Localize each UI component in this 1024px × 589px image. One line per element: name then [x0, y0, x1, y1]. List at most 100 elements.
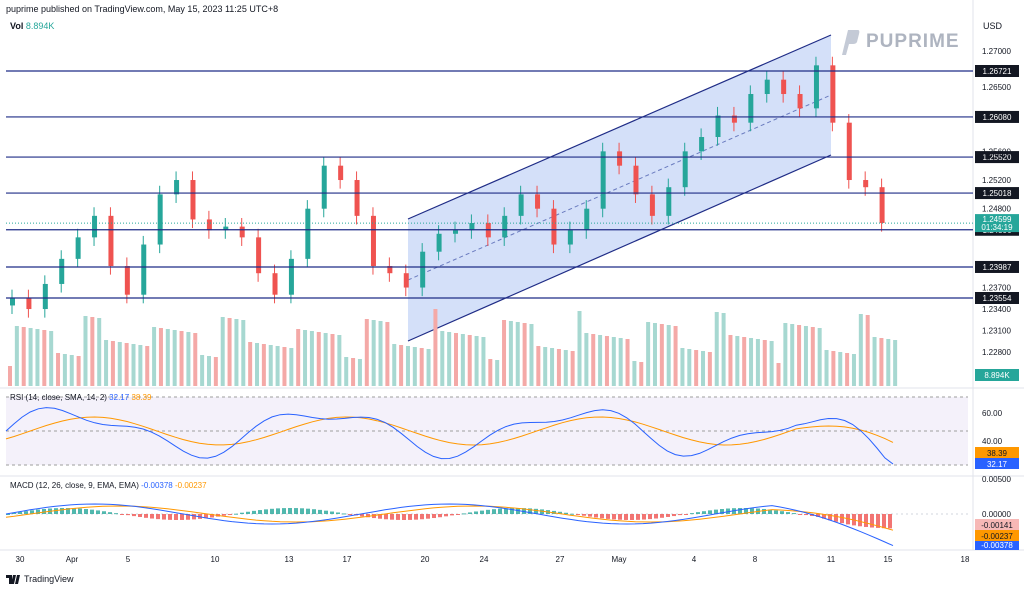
- time-axis-tick: 15: [884, 555, 893, 564]
- candle: [239, 226, 245, 238]
- volume-bar: [570, 351, 575, 386]
- macd-histogram-bar: [60, 508, 64, 514]
- macd-histogram-bar: [570, 513, 574, 515]
- volume-bar: [200, 355, 205, 386]
- macd-histogram-bar: [780, 511, 784, 514]
- volume-bar: [687, 349, 692, 386]
- macd-histogram-bar: [648, 514, 652, 520]
- volume-bar: [838, 352, 843, 386]
- macd-histogram-bar: [192, 514, 196, 520]
- macd-histogram-bar: [312, 509, 316, 514]
- tradingview-footer[interactable]: TradingView: [6, 574, 74, 584]
- volume-bar: [618, 338, 623, 386]
- candle: [10, 298, 15, 306]
- volume-bar: [275, 346, 280, 386]
- volume-bar: [179, 331, 184, 386]
- macd-histogram-bar: [564, 512, 568, 514]
- volume-bar: [563, 350, 568, 386]
- candle: [518, 194, 524, 216]
- volume-bar: [673, 326, 678, 386]
- macd-histogram-bar: [30, 510, 34, 514]
- volume-bar: [83, 316, 88, 386]
- macd-histogram-bar: [300, 508, 304, 514]
- price-level-label: 1.23987: [983, 263, 1012, 272]
- macd-histogram-bar: [228, 514, 232, 515]
- volume-bar: [652, 323, 657, 386]
- macd-histogram-bar: [6, 514, 10, 515]
- macd-histogram-bar: [606, 514, 610, 519]
- price-axis-tick: 1.23100: [982, 327, 1011, 336]
- macd-histogram-bar: [42, 508, 46, 514]
- candle: [567, 230, 573, 245]
- volume-bar: [440, 331, 445, 386]
- volume-bar: [797, 325, 802, 386]
- price-axis-tick: 1.26500: [982, 83, 1011, 92]
- macd-histogram-bar: [90, 509, 94, 514]
- volume-tag: [975, 369, 1019, 381]
- volume-bar: [598, 335, 603, 386]
- macd-legend-value: -0.00378: [141, 481, 173, 490]
- candle: [272, 273, 278, 295]
- rsi-legend-label: RSI (14, close, SMA, 14, 2): [10, 393, 107, 402]
- macd-signal-tag: [975, 530, 1019, 541]
- macd-histogram-bar: [234, 513, 238, 515]
- candle: [502, 215, 508, 238]
- price-axis-tick: 1.23700: [982, 284, 1011, 293]
- macd-axis-tick: 0.00000: [982, 510, 1011, 519]
- macd-histogram-bar: [690, 513, 694, 515]
- macd-histogram-bar: [378, 514, 382, 519]
- candle: [108, 215, 114, 267]
- macd-histogram-bar: [744, 508, 748, 514]
- volume-bar: [783, 323, 788, 386]
- candle: [649, 194, 655, 216]
- macd-line: [5, 503, 894, 547]
- rsi-signal-tag: [975, 447, 1019, 458]
- candle: [879, 187, 885, 224]
- macd-histogram-bar: [444, 514, 448, 517]
- macd-histogram-bar: [12, 513, 16, 515]
- macd-histogram-bar: [366, 514, 370, 518]
- volume-bar: [172, 330, 177, 386]
- macd-histogram-bar: [660, 514, 664, 518]
- volume-bar: [467, 335, 472, 386]
- candle: [59, 258, 65, 284]
- macd-histogram-bar: [330, 511, 334, 514]
- channel-lower-line: [407, 154, 832, 342]
- volume-bar: [536, 346, 541, 386]
- rsi-value: 32.17: [987, 460, 1008, 469]
- volume-bar: [56, 353, 61, 386]
- channel-upper-line: [407, 34, 832, 220]
- volume-bar: [515, 322, 520, 386]
- candle: [781, 79, 787, 95]
- macd-histogram-bar: [414, 514, 418, 520]
- volume-bar: [714, 312, 719, 386]
- volume-bar: [193, 333, 198, 386]
- macd-histogram-bar: [672, 514, 676, 517]
- volume-bar: [62, 354, 67, 386]
- candle: [813, 65, 819, 109]
- macd-axis-tick: 0.00500: [982, 475, 1011, 484]
- price-axis-tick: 1.27000: [982, 47, 1011, 56]
- volume-bar: [721, 313, 726, 386]
- macd-histogram-bar: [306, 508, 310, 514]
- brand-logo: PUPRIME: [838, 28, 960, 56]
- macd-histogram-bar: [66, 508, 70, 514]
- volume-bar: [639, 362, 644, 386]
- volume-bar: [611, 337, 616, 386]
- candle: [731, 115, 737, 123]
- price-level-tag: [975, 110, 1019, 123]
- time-axis-tick: 10: [211, 555, 220, 564]
- candle: [617, 151, 623, 166]
- volume-bar: [282, 347, 287, 386]
- time-axis-tick: 11: [827, 555, 836, 564]
- volume-bar: [790, 324, 795, 386]
- candle: [157, 194, 163, 245]
- volume-bar: [248, 342, 253, 386]
- volume-bar: [845, 353, 850, 386]
- candle: [403, 273, 409, 288]
- volume-legend-value: 8.894K: [25, 21, 55, 31]
- macd-histogram-bar: [738, 508, 742, 514]
- volume-bar: [522, 323, 527, 386]
- volume-bar: [104, 340, 109, 386]
